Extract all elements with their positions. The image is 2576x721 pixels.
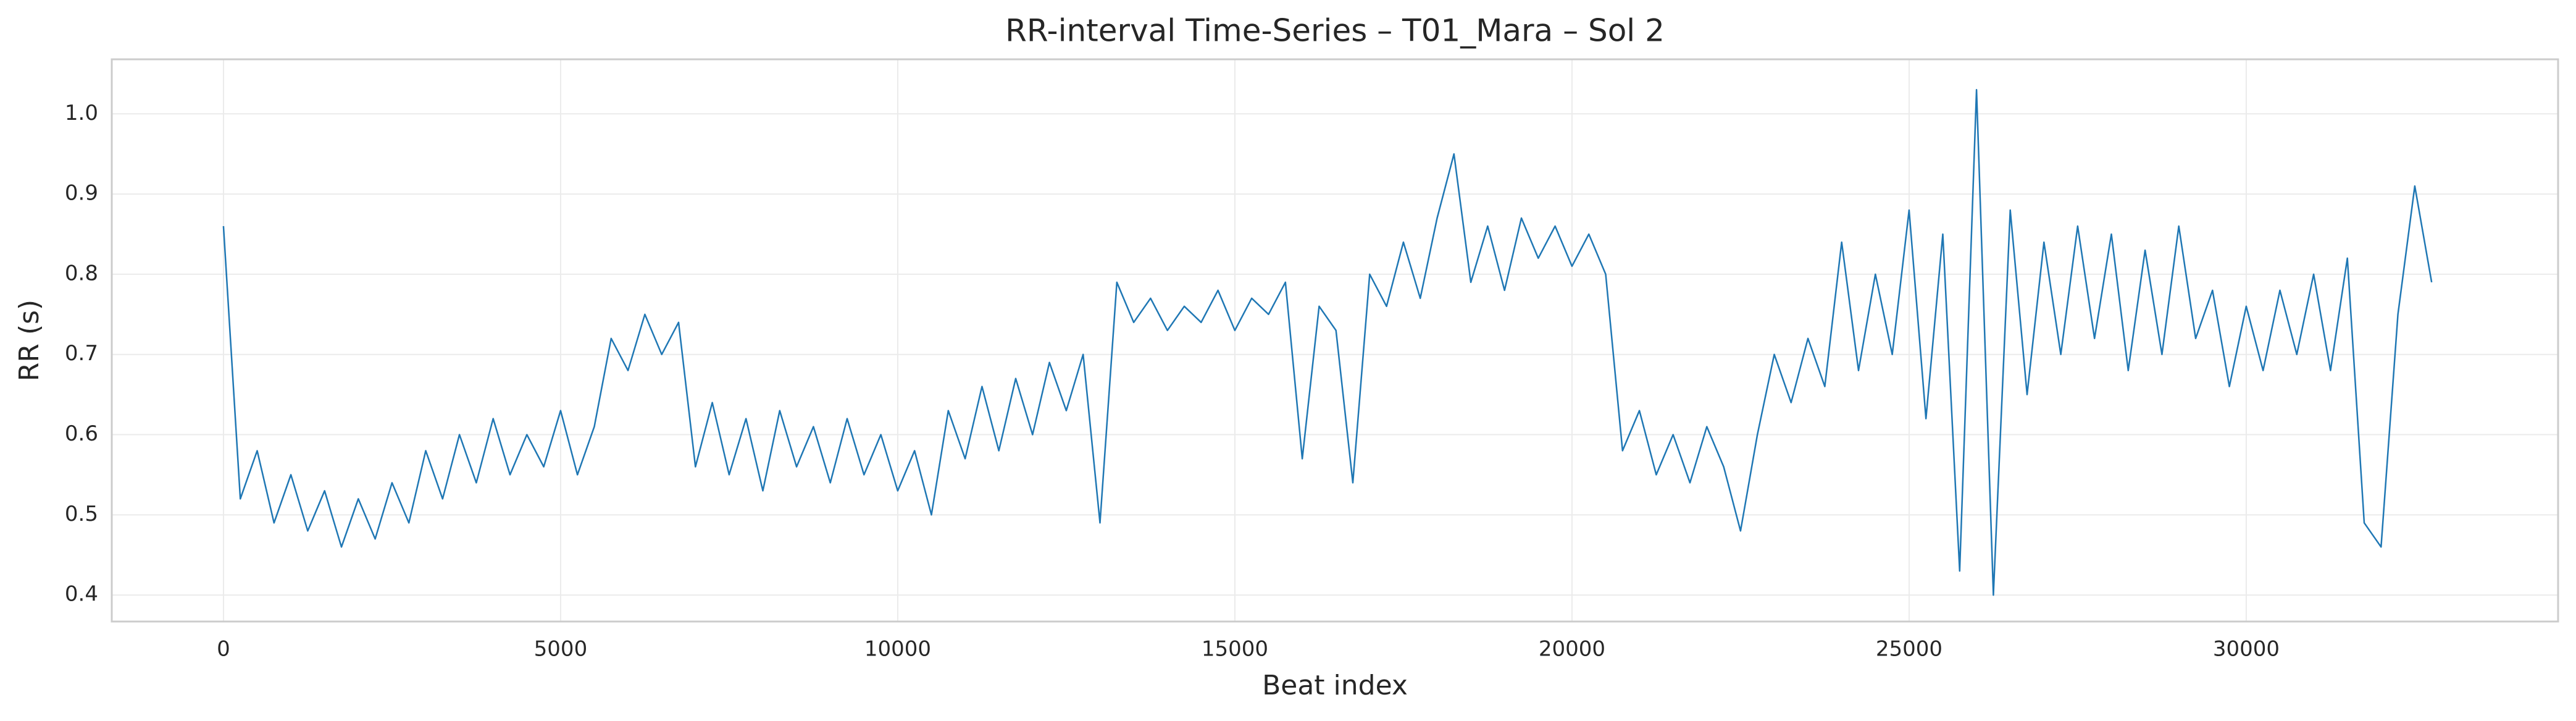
chart-title: RR-interval Time-Series – T01_Mara – Sol… xyxy=(1005,13,1665,49)
y-tick-label: 0.8 xyxy=(65,261,98,285)
x-tick-label: 5000 xyxy=(534,637,588,662)
x-tick-label: 10000 xyxy=(864,637,931,662)
x-axis-label: Beat index xyxy=(1262,670,1408,701)
y-axis-label: RR (s) xyxy=(14,300,45,381)
y-tick-label: 1.0 xyxy=(65,101,98,125)
x-tick-label: 15000 xyxy=(1202,637,1268,662)
x-tick-label: 0 xyxy=(217,637,230,662)
y-tick-label: 0.9 xyxy=(65,181,98,206)
x-tick-label: 30000 xyxy=(2213,637,2280,662)
rr-line xyxy=(222,89,2433,596)
x-tick-label: 20000 xyxy=(1539,637,1605,662)
y-tick-label: 0.6 xyxy=(65,421,98,446)
y-tick-label: 0.5 xyxy=(65,502,98,526)
y-tick-label: 0.7 xyxy=(65,341,98,366)
x-tick-label: 25000 xyxy=(1876,637,1942,662)
plot-frame xyxy=(111,58,2559,623)
y-tick-label: 0.4 xyxy=(65,582,98,607)
